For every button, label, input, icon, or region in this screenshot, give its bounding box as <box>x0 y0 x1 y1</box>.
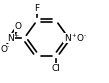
Text: F: F <box>35 4 40 13</box>
Text: -: - <box>84 33 86 38</box>
Text: O: O <box>0 45 7 54</box>
Text: Cl: Cl <box>51 64 60 73</box>
Text: -: - <box>7 44 9 49</box>
Text: +: + <box>14 33 19 38</box>
Text: O: O <box>77 34 84 43</box>
Text: N: N <box>64 34 71 43</box>
Text: O: O <box>15 22 22 31</box>
Text: +: + <box>71 33 76 38</box>
Text: N: N <box>7 34 14 43</box>
Text: ·: · <box>75 34 77 43</box>
